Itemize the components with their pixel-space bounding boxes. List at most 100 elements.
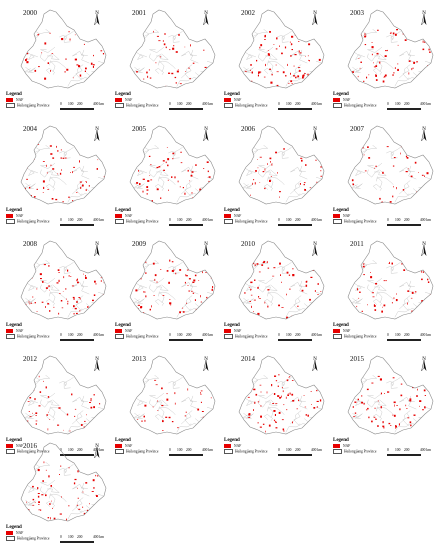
year-label: 2015 [350, 355, 364, 363]
naf-patch [299, 52, 302, 54]
naf-patch [89, 503, 90, 505]
naf-patch [135, 289, 138, 292]
naf-patch [282, 71, 285, 74]
naf-patch [370, 272, 371, 273]
scale-tick: 100 [68, 333, 74, 337]
naf-patch [427, 278, 429, 281]
province-outline [238, 125, 325, 205]
naf-patch [97, 159, 99, 161]
naf-patch [400, 152, 401, 155]
scale-tick: 400 km [202, 448, 213, 452]
naf-patch [410, 424, 412, 427]
naf-patch [267, 305, 269, 308]
naf-patch [206, 161, 209, 163]
naf-patches [136, 28, 207, 87]
naf-patch [156, 166, 159, 169]
naf-patch [214, 279, 215, 281]
naf-patch [50, 517, 51, 520]
naf-patch [47, 303, 50, 305]
naf-patch [62, 291, 64, 292]
naf-patch [323, 395, 324, 397]
naf-patch [424, 395, 426, 396]
naf-patch [162, 160, 165, 162]
naf-patch [199, 188, 202, 191]
province-map [129, 240, 216, 320]
naf-patch [363, 274, 365, 276]
naf-patch [30, 197, 32, 200]
naf-patch [430, 302, 432, 304]
naf-patch [79, 298, 81, 300]
naf-patch [83, 273, 84, 275]
legend-title: Legend [6, 323, 22, 328]
naf-patch [138, 170, 139, 172]
naf-patch [37, 144, 40, 145]
naf-patch [353, 383, 355, 385]
naf-patch [39, 316, 43, 319]
naf-patch [27, 271, 29, 273]
naf-patch [299, 83, 302, 85]
county-boundaries [348, 134, 433, 203]
naf-patch [27, 401, 30, 402]
naf-patch [282, 428, 285, 431]
province-map [129, 9, 216, 89]
county-boundaries [348, 364, 433, 433]
naf-patch [26, 52, 29, 55]
svg-text:N: N [95, 357, 99, 362]
naf-patch [145, 261, 147, 263]
naf-patch [83, 426, 85, 429]
naf-patch [404, 39, 407, 41]
naf-patch [359, 291, 361, 293]
naf-patch [414, 291, 417, 293]
naf-patch [361, 401, 363, 404]
naf-patch [49, 310, 51, 312]
naf-patch [90, 398, 92, 400]
naf-patch [202, 271, 203, 274]
naf-patch [34, 501, 36, 503]
naf-patch [35, 415, 37, 416]
scale-tick: 0 [60, 333, 62, 337]
naf-patch [283, 430, 285, 432]
naf-swatch [6, 98, 13, 102]
scale-tick: 100 [286, 333, 292, 337]
scale-tick: 100 [68, 448, 74, 452]
naf-patch [360, 61, 362, 63]
naf-patch [372, 296, 375, 298]
naf-patch [146, 186, 149, 188]
naf-patch [260, 391, 262, 393]
map-panel: 2011 N Legend NAF Heilongjiang Province … [331, 233, 437, 349]
legend-title: Legend [224, 323, 240, 328]
year-label: 2012 [23, 355, 37, 363]
svg-text:N: N [95, 444, 99, 449]
naf-patch [82, 491, 84, 493]
legend-item-naf: NAF [6, 98, 23, 102]
naf-patch [72, 171, 73, 174]
scale-tick: 200 [404, 102, 410, 106]
naf-patch [409, 421, 412, 424]
naf-patch [383, 280, 386, 282]
naf-patch [302, 76, 304, 79]
naf-patch [92, 377, 94, 379]
naf-patch [88, 376, 90, 378]
naf-patch [427, 281, 430, 283]
naf-patch [29, 416, 32, 417]
naf-patch [97, 150, 99, 152]
naf-patch [143, 78, 145, 80]
naf-patch [358, 145, 360, 147]
naf-patch [162, 430, 164, 431]
naf-patch [429, 51, 431, 53]
county-boundaries [130, 249, 215, 318]
naf-patch [78, 508, 81, 510]
naf-patch [281, 395, 282, 398]
naf-patch [305, 284, 308, 287]
scale-tick: 0 [278, 102, 280, 106]
scale-tick: 400 km [93, 218, 104, 222]
naf-patch [397, 44, 399, 46]
province-swatch [6, 103, 15, 108]
naf-patch [41, 301, 44, 303]
scale-tick: 0 [169, 218, 171, 222]
naf-patch [249, 260, 251, 263]
naf-patch [104, 515, 106, 518]
naf-patch [431, 316, 433, 318]
scale-tick: 0 [60, 102, 62, 106]
scale-tick: 0 [387, 448, 389, 452]
